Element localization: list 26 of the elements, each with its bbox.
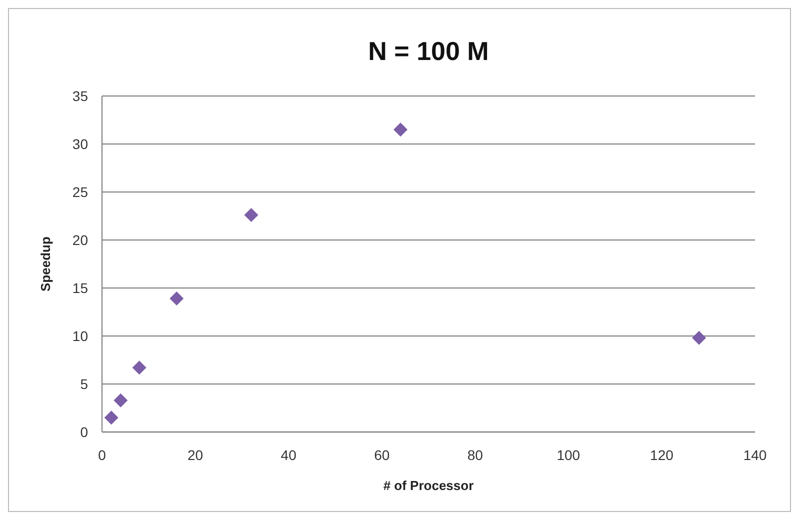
y-tick-label: 25 xyxy=(72,184,88,200)
x-tick-label: 80 xyxy=(467,447,484,463)
point xyxy=(114,393,128,408)
x-tick-label: 120 xyxy=(650,447,674,463)
point xyxy=(104,410,118,425)
y-axis-title: Speedup xyxy=(38,236,53,292)
y-tick-label: 5 xyxy=(80,376,88,392)
y-tick-label: 15 xyxy=(72,280,88,296)
chart-title: N = 100 M xyxy=(368,36,489,66)
x-tick-label: 60 xyxy=(374,447,390,463)
y-tick-label: 10 xyxy=(72,328,88,344)
point xyxy=(132,360,146,375)
x-tick-label: 40 xyxy=(280,447,297,463)
point xyxy=(170,292,184,306)
y-tick-label: 0 xyxy=(80,424,88,440)
x-tick-label: 100 xyxy=(556,447,580,463)
point xyxy=(692,330,706,345)
y-tick-label: 30 xyxy=(72,136,88,152)
x-tick-label: 0 xyxy=(98,447,106,463)
x-tick-label: 140 xyxy=(743,447,767,463)
y-tick-label: 20 xyxy=(72,232,88,248)
point xyxy=(244,208,258,222)
x-axis-title: # of Processor xyxy=(383,478,474,493)
point xyxy=(394,122,408,137)
x-tick-label: 20 xyxy=(187,447,204,463)
y-tick-label: 35 xyxy=(72,88,88,104)
